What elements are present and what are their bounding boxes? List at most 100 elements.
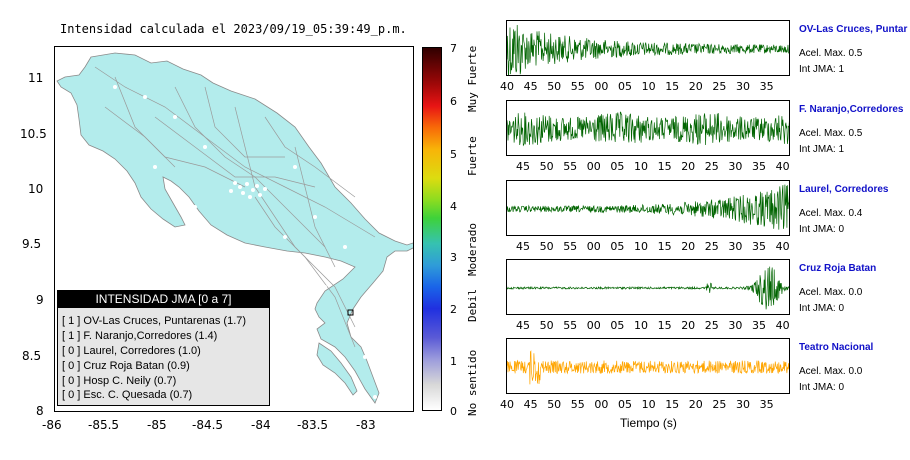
station-name: Cruz Roja Batan [799,263,877,274]
time-tick: 30 [728,319,743,332]
time-tick: 20 [681,160,696,173]
legend-item: [ 0 ] Laurel, Corredores (1.0) [62,345,201,357]
time-tick: 55 [570,398,585,411]
time-tick: 25 [712,398,727,411]
time-tick: 30 [736,398,750,411]
time-tick: 10 [641,398,656,411]
time-tick: 50 [539,240,554,253]
seismogram-panel [506,180,790,236]
station-acel: Acel. Max. 0.0 [799,366,863,377]
time-tick: 55 [563,240,578,253]
time-tick: 55 [563,160,578,173]
station-name: OV-Las Cruces, Puntar [799,24,908,35]
lat-tick: 8 [36,404,44,418]
waveform-line [507,24,789,75]
lon-tick: -84.5 [192,418,224,432]
waveform-line [507,350,789,385]
station-acel: Acel. Max. 0.5 [799,48,863,59]
road-network [94,66,376,348]
time-tick: 15 [665,398,680,411]
colorbar-label: Moderado [466,223,479,276]
time-tick: 50 [539,160,554,173]
map-title: Intensidad calculada el 2023/09/19_05:39… [60,22,407,36]
waveform-svg [507,111,789,147]
lon-tick: -83.5 [297,418,329,432]
time-tick: 30 [736,80,750,93]
colorbar-tick: 0 [450,405,457,418]
colorbar-label: No sentido [466,349,479,416]
time-tick: 40 [500,398,514,411]
legend-item: [ 1 ] OV-Las Cruces, Puntarenas (1.7) [62,315,247,327]
station-acel: Acel. Max. 0.0 [799,287,863,298]
lat-tick: 10 [28,182,44,196]
time-tick: 00 [586,240,601,253]
legend-item: [ 0 ] Esc. C. Quesada (0.7) [62,389,193,401]
time-tick: 20 [681,319,696,332]
time-tick: 40 [500,80,514,93]
time-tick: 50 [547,80,562,93]
time-tick: 35 [752,160,766,173]
station-dots [113,85,377,399]
lat-tick: 10.5 [20,127,47,141]
time-tick: 30 [728,160,743,173]
station-name: Laurel, Corredores [799,184,889,195]
time-tick: 00 [594,398,609,411]
time-tick: 50 [547,398,562,411]
time-tick: 10 [634,319,648,332]
time-tick: 45 [523,398,538,411]
time-tick: 20 [688,80,703,93]
colorbar-label: Fuerte [466,136,479,176]
time-tick: 05 [618,80,632,93]
time-tick: 45 [516,240,530,253]
time-tick: 20 [681,240,696,253]
time-tick: 05 [610,240,625,253]
time-tick: 40 [775,240,790,253]
colorbar-tick: 1 [450,355,457,368]
time-tick: 25 [712,80,727,93]
legend-title: INTENSIDAD JMA [0 a 7] [58,291,269,308]
time-axis-label: Tiempo (s) [620,416,677,430]
lon-tick: -84 [251,418,271,432]
intensity-colorbar [422,47,442,411]
time-tick: 15 [657,240,672,253]
time-tick: 35 [752,240,766,253]
seismogram-panel [506,20,790,76]
colorbar-tick: 5 [450,148,457,161]
time-tick: 15 [665,80,680,93]
time-tick: 35 [759,80,774,93]
lat-tick: 9.5 [22,237,42,251]
colorbar-tick: 2 [450,303,457,316]
lat-tick: 9 [36,293,44,307]
time-tick: 00 [586,160,601,173]
station-int: Int JMA: 0 [799,382,845,393]
station-name: Teatro Nacional [799,342,874,353]
time-tick: 30 [728,240,743,253]
station-acel: Acel. Max. 0.5 [799,128,863,139]
time-tick: 55 [563,319,578,332]
time-tick: 05 [610,160,625,173]
station-int: Int JMA: 0 [799,224,845,235]
waveform-svg [507,24,789,75]
time-tick: 25 [704,319,719,332]
time-tick: 20 [688,398,703,411]
lon-tick: -83 [356,418,376,432]
waveform-line [507,111,789,147]
time-tick: 10 [641,80,656,93]
colorbar-tick: 7 [450,42,457,55]
lat-tick: 8.5 [22,349,42,363]
costa-rica-map-svg [56,52,413,404]
time-tick: 05 [610,319,625,332]
time-tick: 40 [775,160,790,173]
costa-rica-landmass [56,52,413,404]
time-tick: 10 [634,240,648,253]
colorbar-label: Debil [466,288,479,322]
time-tick: 45 [523,80,538,93]
epicenter-marker [347,309,354,316]
time-tick: 00 [594,80,609,93]
station-int: Int JMA: 0 [799,303,845,314]
time-tick: 45 [516,319,530,332]
time-tick: 50 [539,319,554,332]
time-tick: 00 [586,319,601,332]
lon-tick: -85.5 [88,418,120,432]
seismogram-panel [506,259,790,315]
